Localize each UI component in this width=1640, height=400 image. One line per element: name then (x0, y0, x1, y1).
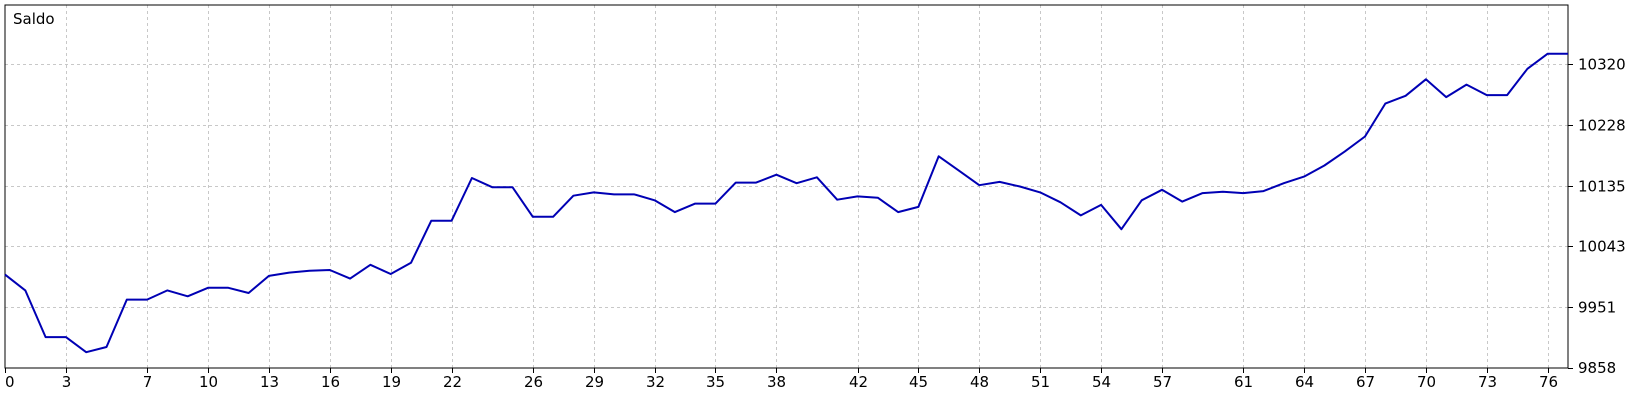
x-tick-label: 70 (1417, 373, 1436, 391)
y-tick-label: 9951 (1578, 299, 1616, 317)
x-tick-label: 61 (1234, 373, 1253, 391)
x-tick-label: 67 (1356, 373, 1375, 391)
x-tick-label: 38 (767, 373, 786, 391)
chart-title: Saldo (13, 10, 55, 28)
axis-layer: 0 3 7 10 13 16 19 22 26 29 32 35 38 42 45 48 51 54 57 61 64 6… (5, 56, 1626, 391)
x-tick-label: 76 (1539, 373, 1558, 391)
x-tick-label: 29 (585, 373, 604, 391)
x-tick-label: 57 (1153, 373, 1172, 391)
x-tick-label: 26 (524, 373, 543, 391)
x-tick-label: 64 (1295, 373, 1314, 391)
x-tick-label: 22 (443, 373, 462, 391)
x-tick-label: 45 (909, 373, 928, 391)
x-tick-label: 32 (646, 373, 665, 391)
x-tick-label: 19 (382, 373, 401, 391)
x-tick-label: 0 (5, 373, 15, 391)
x-tick-label: 16 (321, 373, 340, 391)
x-tick-label: 3 (62, 373, 72, 391)
y-tick-label: 10228 (1578, 117, 1626, 135)
series-layer (4, 52, 1568, 354)
x-tick-label: 42 (849, 373, 868, 391)
x-tick-label: 73 (1478, 373, 1497, 391)
x-tick-label: 13 (260, 373, 279, 391)
y-tick-label: 10320 (1578, 56, 1626, 74)
y-tick-label: 9858 (1578, 359, 1616, 377)
x-tick-label: 7 (143, 373, 153, 391)
x-tick-label: 48 (970, 373, 989, 391)
x-tick-label: 54 (1092, 373, 1111, 391)
x-tick-label: 35 (706, 373, 725, 391)
y-tick-label: 10043 (1578, 238, 1626, 256)
grid-lines (5, 5, 1568, 368)
x-tick-label: 51 (1031, 373, 1050, 391)
y-tick-label: 10135 (1578, 178, 1626, 196)
saldo-series-line (4, 52, 1568, 354)
x-tick-label: 10 (199, 373, 218, 391)
